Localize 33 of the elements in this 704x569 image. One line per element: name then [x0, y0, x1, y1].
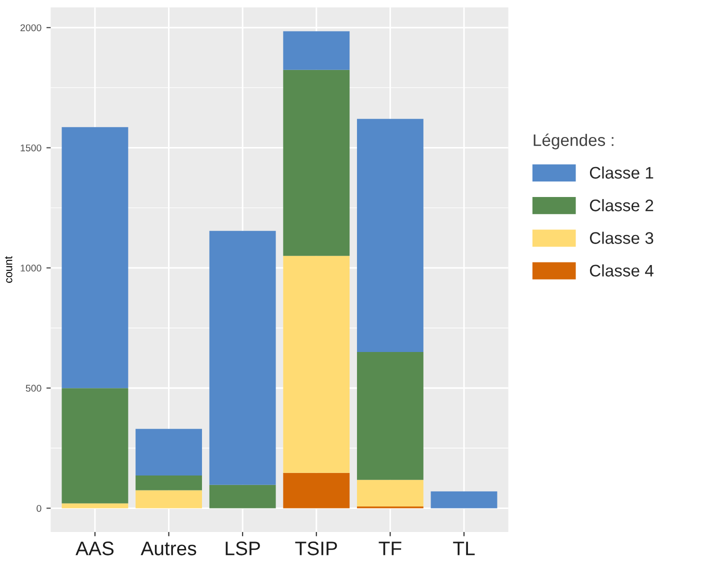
- y-tick-label: 1500: [20, 144, 42, 152]
- bar: [136, 476, 202, 490]
- bar: [62, 503, 128, 508]
- legend-label: Classe 2: [590, 199, 654, 212]
- x-tick-label: LSP: [226, 542, 260, 556]
- y-tick-label: 0: [36, 504, 42, 512]
- bar: [283, 70, 350, 256]
- bar: [136, 428, 202, 476]
- x-tick-label: TL: [453, 542, 475, 556]
- y-tick-label: 2000: [20, 24, 42, 32]
- bar: [283, 472, 350, 508]
- x-tick-label: TF: [378, 542, 402, 556]
- legend-title: Légendes :: [534, 134, 614, 150]
- y-tick-label: 500: [26, 384, 42, 392]
- legend-label: Classe 3: [590, 232, 654, 244]
- x-tick-label: Autres: [140, 542, 196, 556]
- bar: [209, 484, 276, 508]
- y-tick-label: 1000: [20, 264, 42, 272]
- y-axis-title: count: [4, 256, 12, 283]
- bar: [283, 31, 350, 70]
- bar: [356, 480, 424, 507]
- bar: [62, 127, 128, 388]
- bar: [209, 230, 276, 485]
- legend-label: Classe 4: [590, 264, 654, 277]
- bar: [62, 388, 128, 504]
- bar: [356, 118, 424, 352]
- bar: [136, 490, 202, 508]
- bar: [356, 352, 424, 480]
- bar: [283, 256, 350, 473]
- x-tick-label: TSIP: [295, 542, 337, 556]
- legend-label: Classe 1: [590, 166, 654, 179]
- bar: [430, 491, 498, 508]
- x-tick-label: AAS: [76, 542, 114, 556]
